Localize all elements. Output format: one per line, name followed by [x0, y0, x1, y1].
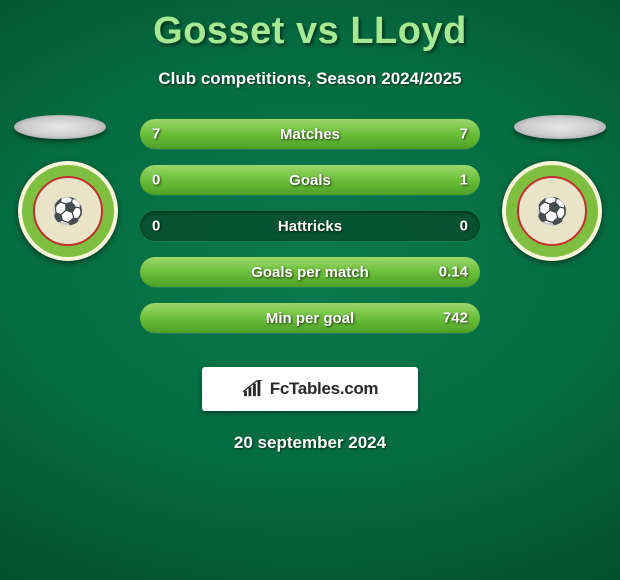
stat-label: Goals — [289, 172, 331, 189]
stat-value-left: 0 — [152, 172, 160, 189]
stat-row: 7 7 Matches — [140, 119, 480, 149]
shield-icon: ⚽ — [517, 176, 587, 246]
stat-value-right: 0 — [460, 218, 468, 235]
stat-row: 0.14 Goals per match — [140, 257, 480, 287]
stat-value-right: 742 — [443, 310, 468, 327]
stat-value-left: 0 — [152, 218, 160, 235]
player-marker-left — [14, 115, 106, 139]
page-title: Gosset vs LLoyd — [0, 0, 620, 53]
club-badge-left: ⚽ — [18, 161, 118, 261]
brand-text: FcTables.com — [270, 379, 379, 399]
player-marker-right — [514, 115, 606, 139]
stat-value-right: 7 — [460, 126, 468, 143]
stat-label: Hattricks — [278, 218, 342, 235]
date-label: 20 september 2024 — [0, 433, 620, 453]
stat-row: 742 Min per goal — [140, 303, 480, 333]
stat-label: Goals per match — [251, 264, 369, 281]
stat-row: 0 1 Goals — [140, 165, 480, 195]
brand-box[interactable]: FcTables.com — [202, 367, 418, 411]
stat-row: 0 0 Hattricks — [140, 211, 480, 241]
stat-value-left: 7 — [152, 126, 160, 143]
stat-rows: 7 7 Matches 0 1 Goals 0 0 Hattricks 0.14 Goals per… — [140, 119, 480, 333]
shield-icon: ⚽ — [33, 176, 103, 246]
stat-label: Min per goal — [266, 310, 354, 327]
comparison-card: Gosset vs LLoyd Club competitions, Seaso… — [0, 0, 620, 580]
stat-value-right: 1 — [460, 172, 468, 189]
badge-glyph-right: ⚽ — [536, 196, 568, 227]
subtitle: Club competitions, Season 2024/2025 — [0, 69, 620, 89]
badge-glyph-left: ⚽ — [52, 196, 84, 227]
stats-area: ⚽ ⚽ 7 7 Matches 0 1 Goals 0 0 Hattricks 0.14 Goals… — [0, 119, 620, 349]
stat-value-right: 0.14 — [439, 264, 468, 281]
bar-chart-icon — [242, 380, 264, 398]
club-badge-right: ⚽ — [502, 161, 602, 261]
stat-label: Matches — [280, 126, 340, 143]
